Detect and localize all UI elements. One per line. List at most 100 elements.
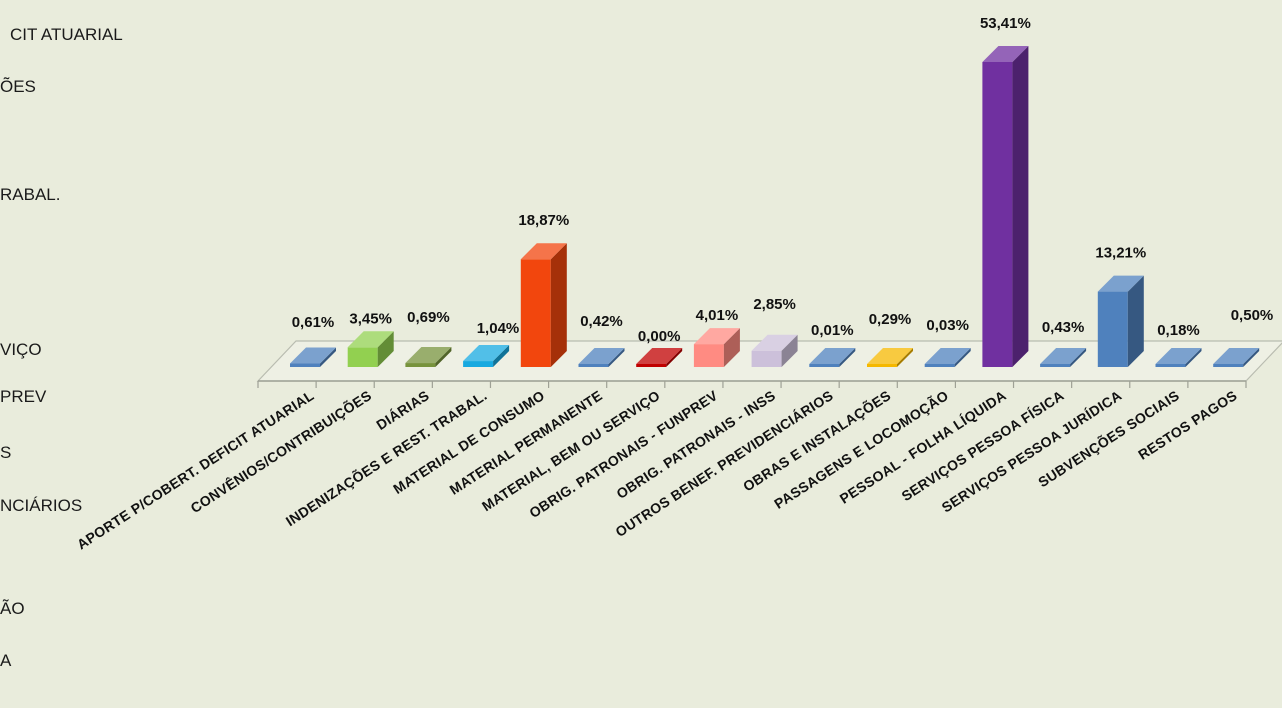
bar-side [493,345,510,367]
data-label: 13,21% [1095,245,1146,262]
bar-side [666,348,683,367]
bar-side [1185,348,1202,367]
bar-front [578,364,609,367]
bar-front [347,347,378,367]
bar [578,348,625,367]
bar [924,348,971,367]
bar [290,347,336,367]
legend-entry: ÃO [0,599,25,618]
bar-top [463,345,510,362]
bar-side [1243,348,1260,367]
bar [463,345,510,367]
data-label: 18,87% [518,212,569,229]
legend-entry: CIT ATUARIAL [10,25,123,44]
bar-front [982,62,1013,367]
legend-entry: PREV [0,387,47,406]
bar-front [924,364,955,367]
data-label: 1,04% [477,320,520,337]
bar [982,46,1029,367]
legend-entry: A [0,651,12,670]
data-label: 0,43% [1042,319,1085,336]
bar-top [290,347,336,364]
bar-front [1155,364,1186,367]
bar-side [1070,348,1087,367]
bar [1213,348,1260,367]
chart-legend: CIT ATUARIAL ÕES RABAL. VIÇO PREV S NCIÁRIOS ÃO… [0,25,123,670]
category-labels: APORTE P/COBERT. DEFICIT ATUARIALCONVÊNI… [74,386,1240,552]
bar-side [435,347,452,367]
bar-side [550,243,567,367]
data-label: 3,45% [349,310,392,327]
value-labels: 0,61% 3,45% 0,69% 1,04% 18,87% 0,42% 0,00% 4,01… [292,15,1274,345]
bar-top [347,331,394,348]
bar-side [320,347,336,367]
legend-entry: S [0,443,11,462]
bar [867,348,913,367]
bar [405,347,452,367]
bar-top [867,348,913,364]
bar-side [954,348,971,367]
bar-front [693,344,724,367]
bar-side [377,331,394,367]
bar [693,328,740,367]
bar-front [751,350,782,367]
bar [520,243,567,367]
bar-top [1155,348,1202,364]
bar [809,348,856,367]
data-label: 0,00% [638,328,681,345]
bar-front [1213,364,1244,367]
data-label: 0,42% [580,313,623,330]
bar-top [1040,348,1087,364]
bar-front [520,259,551,367]
data-label: 0,01% [811,322,854,339]
bar-top [636,348,683,364]
bar-top [1097,275,1144,292]
category-label: APORTE P/COBERT. DEFICIT ATUARIAL [74,387,317,552]
data-label: 53,41% [980,15,1031,32]
bar-top [405,347,452,364]
bar-top [982,46,1029,62]
bar-front [867,364,897,367]
legend-entry: VIÇO [0,340,42,359]
bar [751,334,798,367]
bar [347,331,394,367]
data-label: 2,85% [753,296,796,313]
bar-side [608,348,625,367]
bar-front [463,361,494,367]
data-label: 0,50% [1231,307,1274,324]
bar-front [636,364,667,367]
bar-front [405,363,436,367]
data-label: 0,69% [407,309,450,326]
data-label: 0,29% [869,311,912,328]
category-label: RESTOS PAGOS [1135,387,1240,463]
bar-top [809,348,856,364]
bar-top [520,243,567,260]
legend-entry: RABAL. [0,185,60,204]
bar-top [693,328,740,345]
bar-side [839,348,856,367]
bar-front [1097,291,1128,367]
data-label: 0,18% [1157,322,1200,339]
bar-side [1127,275,1144,367]
bar-side [897,348,913,367]
bar [1040,348,1087,367]
bar-side [1012,46,1029,367]
chart-bars [290,46,1260,367]
bar-top [924,348,971,364]
data-label: 0,61% [292,314,335,331]
bar-front [290,363,320,367]
bar-top [578,348,625,364]
bar-side [723,328,740,367]
bar [1155,348,1202,367]
bar-top [1213,348,1260,364]
bar-side [781,334,798,367]
bar [1097,275,1144,367]
bar-front [809,364,840,367]
legend-entry: NCIÁRIOS [0,496,82,515]
data-label: 0,03% [926,317,969,334]
bar-front [1040,364,1071,367]
bar-top [751,334,798,351]
bar [636,348,683,367]
legend-entry: ÕES [0,77,36,96]
